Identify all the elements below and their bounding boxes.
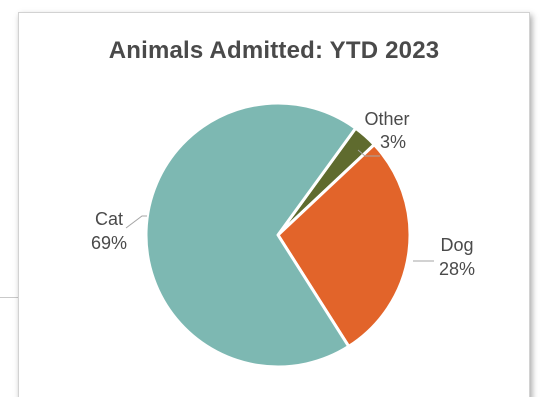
label-other-name: Other — [364, 109, 409, 129]
pie-slice-dog[interactable] — [276, 143, 412, 348]
label-other-pct: 3% — [380, 132, 406, 152]
label-dog-name: Dog — [440, 235, 473, 255]
leader-line-cat — [125, 215, 147, 229]
label-dog-pct: 28% — [439, 259, 475, 279]
label-cat-name: Cat — [95, 209, 123, 229]
chart-title: Animals Admitted: YTD 2023 — [108, 37, 440, 64]
pie-slices — [144, 101, 412, 369]
label-cat-pct: 69% — [91, 233, 127, 253]
leader-line-other — [357, 149, 380, 157]
pie-slice-cat[interactable] — [144, 101, 358, 369]
chart-card[interactable]: Animals Admitted: YTD 2023 Other 3% Dog … — [18, 12, 530, 397]
leader-lines — [125, 149, 434, 262]
pie-chart: Other 3% Dog 28% Cat 69% — [91, 101, 475, 369]
